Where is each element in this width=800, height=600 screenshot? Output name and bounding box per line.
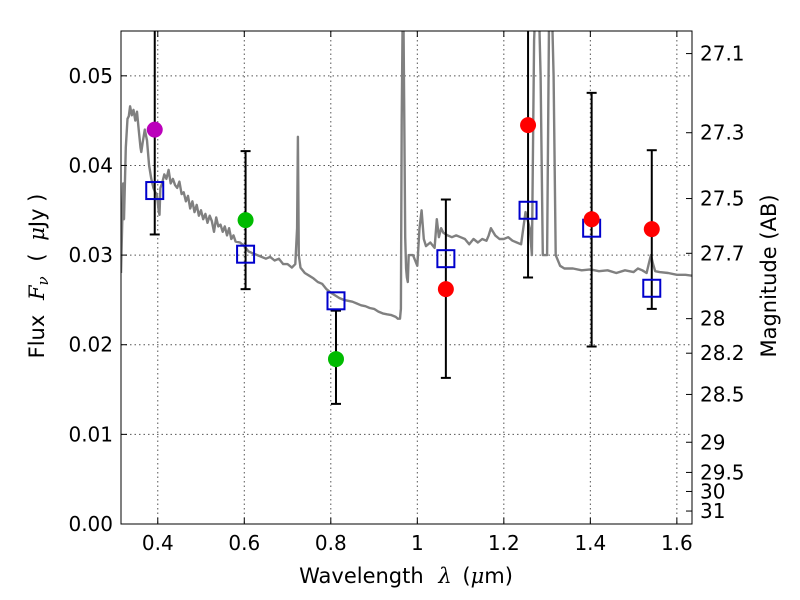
- x-tick-label: 1.2: [488, 531, 520, 555]
- error-bar: [523, 31, 534, 279]
- observed-photometry-point: [583, 211, 600, 228]
- observed-photometry-point: [520, 117, 537, 134]
- x-axis-label: Wavelength λ (μm): [299, 564, 513, 588]
- model-photometry-square: [236, 244, 256, 264]
- model-photometry-square: [326, 291, 346, 311]
- x-axis-label-unit-open: (: [462, 564, 470, 588]
- observed-photometry-point: [643, 221, 660, 238]
- magnitude-tick-label: 30: [700, 479, 725, 503]
- y-axis-ticks: 0.00 0.01 0.02 0.03 0.04 0.05: [68, 64, 127, 536]
- magnitude-tick-label: 28.5: [700, 382, 745, 406]
- magnitude-axis-label: Magnitude (AB): [757, 194, 781, 357]
- y-tick-label: 0.04: [68, 153, 113, 177]
- x-tick-label: 0.4: [142, 531, 174, 555]
- magnitude-tick-label: 31: [700, 499, 725, 523]
- magnitude-tick-label: 29.5: [700, 460, 745, 484]
- magnitude-tick-label: 29: [700, 430, 725, 454]
- observed-photometry-point: [437, 281, 454, 298]
- y-axis-label-unit-mu: μ: [25, 227, 49, 241]
- x-tick-label: 0.6: [228, 531, 260, 555]
- magnitude-tick-label: 28.2: [700, 341, 745, 365]
- x-tick-label: 1.4: [574, 531, 606, 555]
- x-axis-label-symbol: λ: [437, 564, 451, 588]
- model-photometry-square: [642, 278, 662, 298]
- model-spectrum-layer: [121, 31, 692, 320]
- model-photometry-square: [436, 249, 456, 269]
- magnitude-tick-label: 27.5: [700, 187, 745, 211]
- x-tick-label: 1: [411, 531, 424, 555]
- model-photometry-square: [145, 181, 165, 201]
- magnitude-tick-label: 27.3: [700, 121, 745, 145]
- x-tick-label: 0.8: [315, 531, 347, 555]
- y-axis-label-unit-rest: Jy ): [25, 194, 49, 230]
- grid-lines: [121, 31, 692, 525]
- x-axis-label-unit-rest: m): [484, 564, 513, 588]
- x-axis-label-unit-mu: μ: [471, 564, 485, 588]
- observed-photometry-point: [237, 212, 254, 229]
- x-axis-label-text: Wavelength: [299, 564, 424, 588]
- y-tick-label: 0.05: [68, 64, 113, 88]
- y-tick-label: 0.01: [68, 422, 113, 446]
- y-axis-label-unit-open: (: [25, 253, 49, 261]
- model-spectrum-line: [121, 31, 692, 320]
- y-axis-label-subscript: ν: [34, 276, 52, 285]
- magnitude-tick-label: 28: [700, 307, 725, 331]
- x-tick-label: 1.6: [661, 531, 693, 555]
- plot-frame: [120, 30, 693, 525]
- magnitude-tick-label: 27.1: [700, 42, 745, 66]
- observed-photometry-point: [146, 121, 163, 138]
- observed-photometry-point: [327, 351, 344, 368]
- model-photometry-square: [518, 200, 538, 220]
- y-tick-label: 0.02: [68, 333, 113, 357]
- x-axis-ticks: 0.4 0.6 0.8 1 1.2 1.4 1.6: [142, 31, 693, 555]
- y-tick-label: 0.00: [68, 512, 113, 536]
- data-markers: [145, 117, 662, 368]
- y-axis-label: Flux Fν ( μJy ): [25, 194, 53, 359]
- magnitude-tick-label: 27.7: [700, 241, 745, 265]
- y-axis-label-symbol: F: [25, 284, 49, 301]
- y-axis-label-text: Flux: [25, 315, 49, 359]
- y-tick-label: 0.03: [68, 243, 113, 267]
